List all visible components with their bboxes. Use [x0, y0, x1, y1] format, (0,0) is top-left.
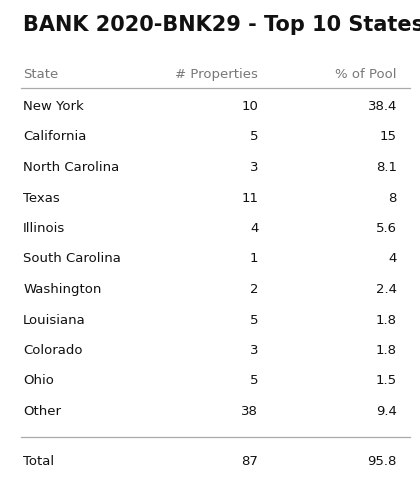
Text: 38: 38 — [241, 405, 258, 418]
Text: 8: 8 — [388, 191, 397, 205]
Text: New York: New York — [23, 100, 84, 113]
Text: Texas: Texas — [23, 191, 60, 205]
Text: 1.8: 1.8 — [376, 314, 397, 326]
Text: Washington: Washington — [23, 283, 102, 296]
Text: Ohio: Ohio — [23, 375, 54, 388]
Text: 4: 4 — [250, 222, 258, 235]
Text: BANK 2020-BNK29 - Top 10 States: BANK 2020-BNK29 - Top 10 States — [23, 15, 420, 35]
Text: California: California — [23, 131, 87, 144]
Text: South Carolina: South Carolina — [23, 252, 121, 265]
Text: 95.8: 95.8 — [368, 455, 397, 468]
Text: 4: 4 — [388, 252, 397, 265]
Text: 5: 5 — [250, 131, 258, 144]
Text: 87: 87 — [241, 455, 258, 468]
Text: 1: 1 — [250, 252, 258, 265]
Text: Louisiana: Louisiana — [23, 314, 86, 326]
Text: 1.8: 1.8 — [376, 344, 397, 357]
Text: 5: 5 — [250, 375, 258, 388]
Text: 9.4: 9.4 — [376, 405, 397, 418]
Text: 5.6: 5.6 — [376, 222, 397, 235]
Text: 3: 3 — [250, 161, 258, 174]
Text: Illinois: Illinois — [23, 222, 66, 235]
Text: 38.4: 38.4 — [368, 100, 397, 113]
Text: % of Pool: % of Pool — [336, 68, 397, 81]
Text: State: State — [23, 68, 58, 81]
Text: 1.5: 1.5 — [376, 375, 397, 388]
Text: Other: Other — [23, 405, 61, 418]
Text: 3: 3 — [250, 344, 258, 357]
Text: 2: 2 — [250, 283, 258, 296]
Text: North Carolina: North Carolina — [23, 161, 119, 174]
Text: 10: 10 — [241, 100, 258, 113]
Text: # Properties: # Properties — [176, 68, 258, 81]
Text: 11: 11 — [241, 191, 258, 205]
Text: 5: 5 — [250, 314, 258, 326]
Text: 8.1: 8.1 — [376, 161, 397, 174]
Text: Colorado: Colorado — [23, 344, 83, 357]
Text: 2.4: 2.4 — [376, 283, 397, 296]
Text: Total: Total — [23, 455, 54, 468]
Text: 15: 15 — [380, 131, 397, 144]
